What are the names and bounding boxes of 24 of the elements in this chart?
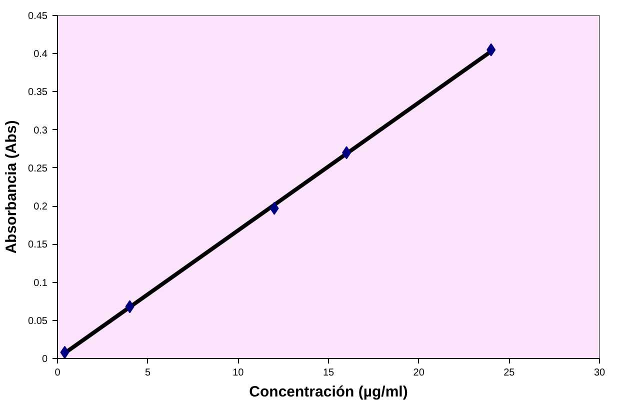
y-tick-label: 0.25 [28, 163, 48, 174]
point [125, 300, 134, 314]
y-tick-label: 0.2 [34, 202, 48, 213]
x-tick-label: 0 [54, 368, 61, 378]
y-tick-label: 0.15 [28, 240, 48, 251]
x-tick-label: 30 [594, 368, 606, 378]
x-tick-label: 10 [232, 368, 244, 378]
y-tick-label: 0.1 [34, 278, 48, 289]
y-tick-label: 0.05 [28, 316, 48, 327]
y-tick-label: 0.45 [28, 11, 48, 22]
point [270, 202, 279, 215]
y-tick-label: 0.4 [34, 49, 48, 60]
x-tick-label: 25 [504, 368, 516, 378]
y-tick-label: 0.35 [28, 87, 48, 98]
x-tick-label: 20 [413, 368, 425, 378]
y-tick-label: 0 [42, 354, 48, 365]
point [60, 346, 70, 358]
y-tick-label: 0.3 [34, 125, 48, 136]
x-tick-label: 5 [145, 368, 152, 378]
x-axis-title: Concentración (µg/ml) [249, 384, 408, 400]
point [486, 43, 496, 56]
point [342, 146, 352, 160]
x-tick-label: 15 [322, 368, 334, 378]
y-axis-title: Absorbancia (Abs) [3, 120, 20, 254]
